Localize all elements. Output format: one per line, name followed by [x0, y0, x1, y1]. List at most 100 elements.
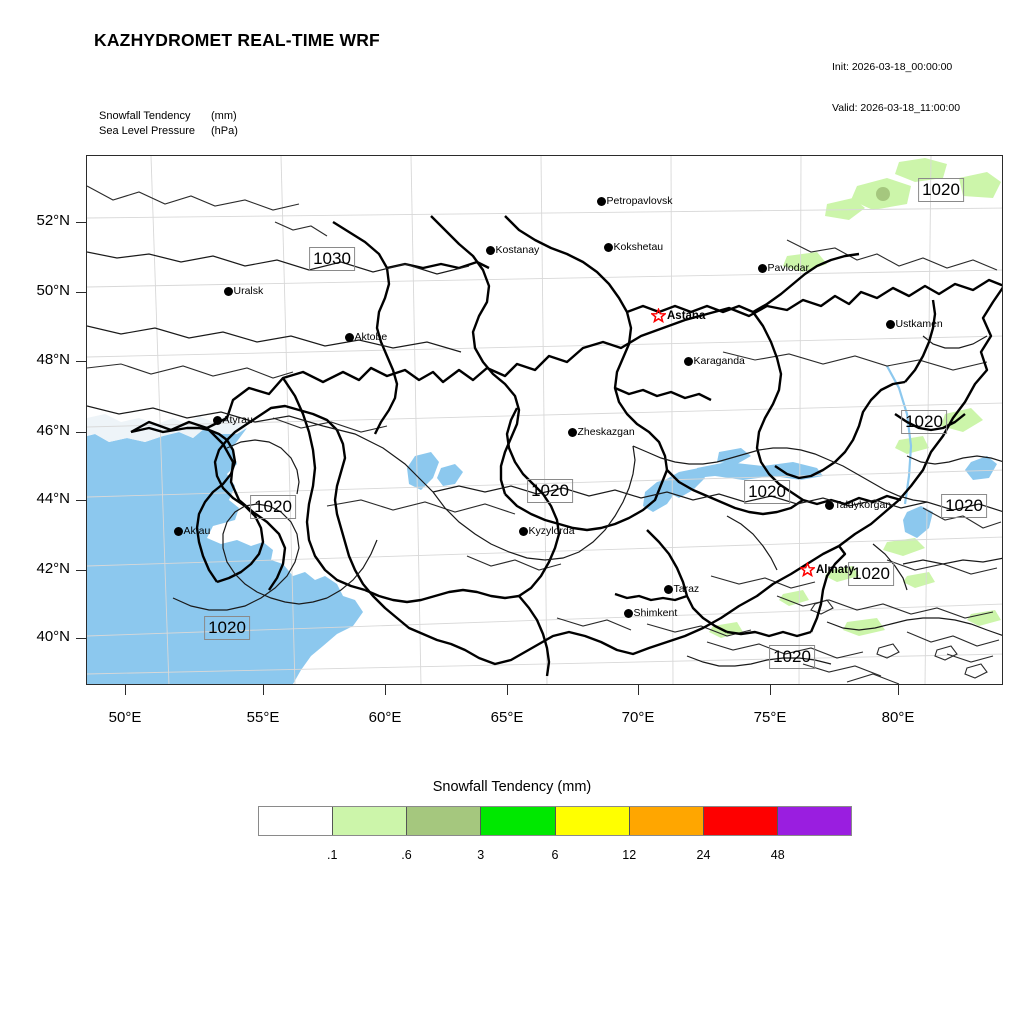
city-dot-icon — [886, 319, 895, 329]
lat-tick — [76, 292, 86, 293]
field-legend-units: (hPa) — [211, 124, 238, 137]
lat-label: 44°N — [36, 490, 70, 507]
city-marker-ustkamen[interactable]: Ustkamen — [886, 318, 943, 330]
city-dot-icon — [684, 356, 693, 366]
city-marker-shimkent[interactable]: Shimkent — [624, 607, 677, 619]
lon-tick — [638, 685, 639, 695]
city-label: Kostanay — [495, 244, 540, 256]
city-label: Almaty — [816, 563, 855, 576]
model-run-info: Init: 2026-03-18_00:00:00 Valid: 2026-03… — [832, 34, 960, 129]
city-dot-icon — [825, 500, 834, 510]
colorbar-segment-1 — [333, 807, 408, 835]
colorbar-tick-3: 6 — [551, 848, 559, 862]
colorbar-tick-1: .6 — [401, 848, 412, 862]
pressure-isobars — [87, 251, 1002, 667]
city-label: Shimkent — [633, 607, 678, 619]
field-legend-row: Snowfall Tendency (mm) — [99, 109, 238, 124]
colorbar-segment-3 — [481, 807, 556, 835]
city-label: Kyzylorda — [528, 525, 575, 537]
colorbar-segment-2 — [407, 807, 482, 835]
lat-label: 46°N — [36, 422, 70, 439]
city-dot-icon — [604, 242, 613, 252]
city-dot-icon — [758, 263, 767, 273]
capital-star-icon — [800, 562, 815, 577]
lat-tick — [76, 361, 86, 362]
city-marker-taraz[interactable]: Taraz — [664, 583, 699, 595]
map-graphic — [87, 156, 1002, 684]
field-legend: Snowfall Tendency (mm) Sea Level Pressur… — [99, 109, 238, 138]
city-marker-atyrau[interactable]: Atyrau — [213, 414, 253, 426]
city-label: Kokshetau — [613, 241, 664, 253]
city-label: Atyrau — [222, 414, 253, 426]
lon-tick — [385, 685, 386, 695]
city-marker-zheskazgan[interactable]: Zheskazgan — [568, 426, 635, 438]
colorbar[interactable] — [258, 806, 852, 836]
pressure-label-1020: 1020 — [918, 178, 964, 202]
colorbar-tick-5: 24 — [696, 848, 711, 862]
lat-label: 40°N — [36, 628, 70, 645]
city-marker-pavlodar[interactable]: Pavlodar — [758, 262, 809, 274]
city-dot-icon — [568, 427, 577, 437]
lat-tick — [76, 432, 86, 433]
city-label: Astana — [667, 309, 706, 322]
field-legend-row: Sea Level Pressure (hPa) — [99, 124, 238, 139]
city-dot-icon — [345, 332, 354, 342]
pressure-label-1020: 1020 — [941, 494, 987, 518]
lon-tick — [770, 685, 771, 695]
city-marker-kokshetau[interactable]: Kokshetau — [604, 241, 663, 253]
city-marker-taldykorgan[interactable]: Taldykorgan — [825, 499, 891, 511]
country-outlines-thin — [87, 185, 1002, 684]
city-marker-karaganda[interactable]: Karaganda — [684, 355, 745, 367]
city-marker-kostanay[interactable]: Kostanay — [486, 244, 539, 256]
lat-label: 52°N — [36, 212, 70, 229]
lat-tick — [76, 500, 86, 501]
city-label: Pavlodar — [767, 262, 809, 274]
lon-label: 75°E — [753, 709, 787, 726]
field-legend-units: (mm) — [211, 110, 237, 122]
city-dot-icon — [624, 608, 633, 618]
lat-label: 50°N — [36, 282, 70, 299]
lon-label: 50°E — [108, 709, 142, 726]
lat-tick — [76, 570, 86, 571]
colorbar-segment-0 — [259, 807, 334, 835]
capital-star-icon — [651, 308, 666, 323]
city-marker-petropavlovsk[interactable]: Petropavlovsk — [597, 195, 672, 207]
pressure-label-1030: 1030 — [309, 247, 355, 271]
map-panel[interactable]: Petropavlovsk Kostanay Kokshetau Pavlodar Ur… — [86, 155, 1003, 685]
city-marker-aktau[interactable]: Aktau — [174, 525, 210, 537]
colorbar-tick-6: 48 — [770, 848, 785, 862]
pressure-label-1020: 1020 — [204, 616, 250, 640]
lon-tick — [263, 685, 264, 695]
city-dot-icon — [224, 286, 233, 296]
city-dot-icon — [664, 584, 673, 594]
pressure-label-1020: 1020 — [901, 410, 947, 434]
city-dot-icon — [519, 526, 528, 536]
city-dot-icon — [213, 415, 222, 425]
lon-tick — [507, 685, 508, 695]
pressure-label-1020: 1020 — [527, 479, 573, 503]
city-marker-almaty[interactable]: Almaty — [800, 562, 854, 577]
city-label: Ustkamen — [895, 318, 943, 330]
lon-tick — [125, 685, 126, 695]
colorbar-segment-4 — [555, 807, 630, 835]
init-time: Init: 2026-03-18_00:00:00 — [832, 61, 953, 73]
lat-tick — [76, 222, 86, 223]
city-marker-astana[interactable]: Astana — [651, 308, 705, 323]
lon-label: 65°E — [490, 709, 524, 726]
colorbar-segment-6 — [703, 807, 778, 835]
lat-label: 48°N — [36, 351, 70, 368]
city-label: Uralsk — [233, 285, 264, 297]
colorbar-tick-4: 12 — [622, 848, 637, 862]
city-marker-uralsk[interactable]: Uralsk — [224, 285, 263, 297]
field-legend-name: Sea Level Pressure — [99, 124, 195, 137]
city-marker-kyzylorda[interactable]: Kyzylorda — [519, 525, 575, 537]
city-label: Aktobe — [354, 331, 388, 343]
colorbar-segment-5 — [629, 807, 704, 835]
lon-label: 80°E — [881, 709, 915, 726]
page-title: KAZHYDROMET REAL-TIME WRF — [94, 30, 380, 50]
colorbar-tick-labels: .1 .6 3 6 12 24 48 — [258, 848, 852, 866]
pressure-label-1020: 1020 — [250, 495, 296, 519]
colorbar-title: Snowfall Tendency (mm) — [432, 779, 592, 795]
city-marker-aktobe[interactable]: Aktobe — [345, 331, 387, 343]
snowfall-shading — [185, 158, 1001, 668]
